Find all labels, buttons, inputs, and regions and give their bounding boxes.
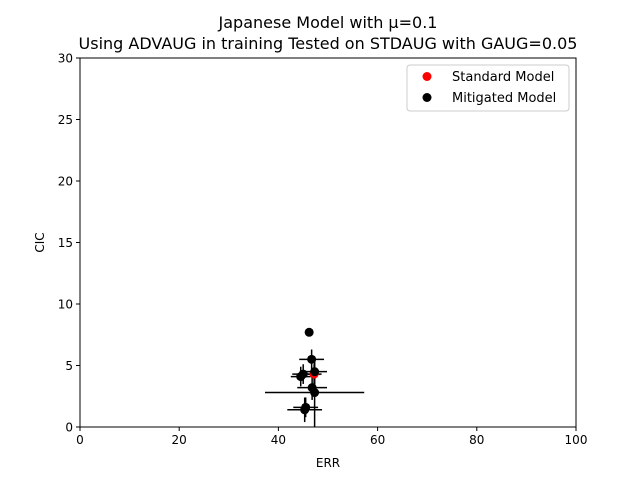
y-axis: 0 5 10 15 20 25 30: [58, 52, 80, 435]
x-tick-label: 20: [172, 433, 187, 447]
x-axis: 0 20 40 60 80 100: [76, 427, 587, 447]
legend: Standard Model Mitigated Model: [406, 64, 570, 112]
y-tick-label: 0: [65, 421, 73, 435]
x-axis-label: ERR: [316, 456, 340, 470]
x-tick-label: 80: [469, 433, 484, 447]
x-tick-label: 0: [76, 433, 84, 447]
mitigated-model-point: [307, 354, 317, 364]
legend-box: [406, 64, 570, 112]
legend-marker-mitigated-model: [422, 93, 432, 102]
chart-title-line1: Japanese Model with μ=0.1: [218, 13, 438, 32]
plot-background: [80, 58, 576, 427]
x-tick-label: 60: [370, 433, 385, 447]
plot-area: [80, 58, 576, 427]
legend-marker-standard-model: [422, 72, 432, 81]
y-tick-label: 15: [58, 236, 73, 250]
mitigated-model-point: [310, 388, 320, 398]
chart-title-line2: Using ADVAUG in training Tested on STDAU…: [79, 34, 578, 53]
y-tick-label: 10: [58, 298, 73, 312]
mitigated-model-point: [296, 372, 306, 382]
y-tick-label: 30: [58, 52, 73, 66]
data-layer: [265, 327, 365, 427]
legend-label-mitigated-model: Mitigated Model: [452, 91, 556, 106]
mitigated-model-point: [300, 405, 310, 415]
legend-label-standard-model: Standard Model: [452, 70, 554, 85]
x-tick-label: 100: [565, 433, 588, 447]
y-tick-label: 25: [58, 113, 73, 127]
y-tick-label: 5: [65, 359, 73, 373]
x-tick-label: 40: [271, 433, 286, 447]
mitigated-model-point: [310, 367, 320, 377]
y-axis-label: CIC: [33, 232, 47, 252]
mitigated-model-point: [304, 327, 314, 337]
y-tick-label: 20: [58, 175, 73, 189]
